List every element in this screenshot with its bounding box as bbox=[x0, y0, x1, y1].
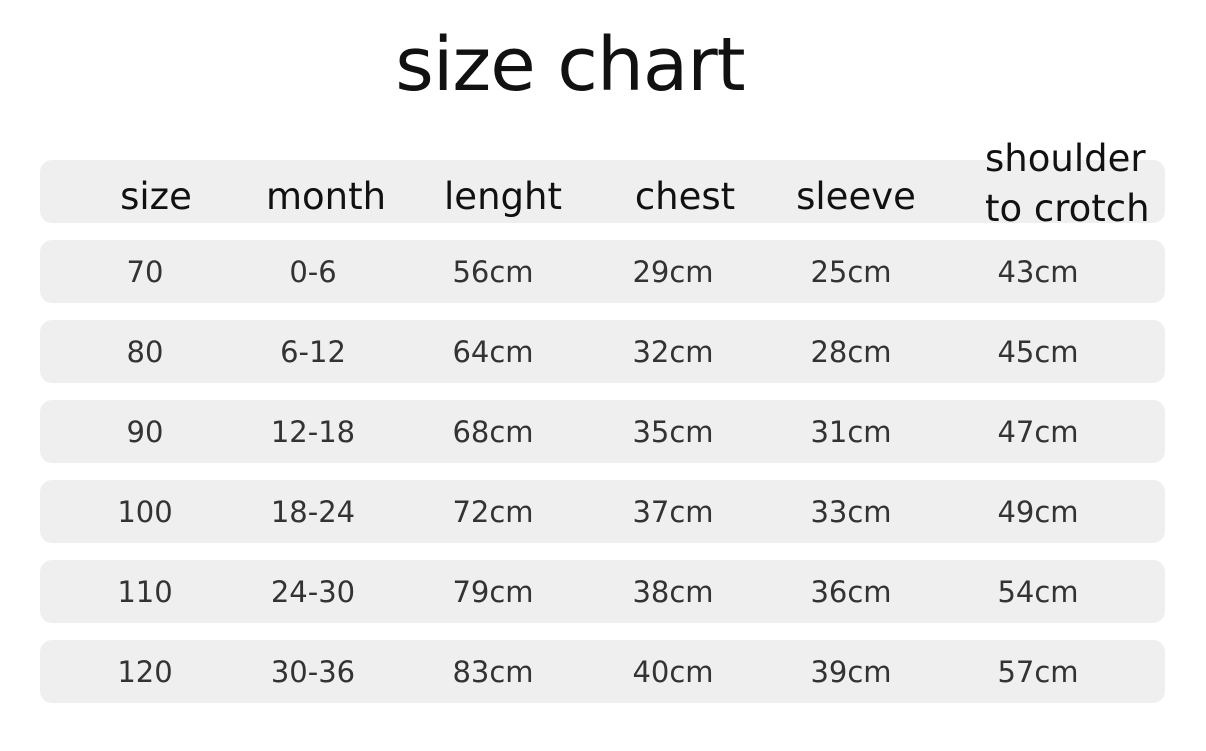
cell-length: 79cm bbox=[452, 575, 534, 609]
cell-sleeve: 39cm bbox=[810, 655, 892, 689]
cell-month: 12-18 bbox=[270, 415, 356, 449]
header-sleeve: sleeve bbox=[796, 175, 916, 218]
cell-length: 56cm bbox=[452, 255, 534, 289]
header-chest: chest bbox=[634, 175, 736, 218]
cell-length: 83cm bbox=[452, 655, 534, 689]
cell-sleeve: 33cm bbox=[810, 495, 892, 529]
cell-chest: 37cm bbox=[632, 495, 714, 529]
cell-length: 64cm bbox=[452, 335, 534, 369]
cell-chest: 35cm bbox=[632, 415, 714, 449]
cell-chest: 38cm bbox=[632, 575, 714, 609]
cell-month: 30-36 bbox=[270, 655, 356, 689]
header-shoulder-line2: to crotch bbox=[985, 187, 1150, 230]
cell-size: 90 bbox=[126, 415, 164, 449]
cell-shoulder-to-crotch: 45cm bbox=[997, 335, 1079, 369]
header-length: lenght bbox=[444, 175, 562, 218]
cell-size: 100 bbox=[117, 495, 173, 529]
cell-month: 6-12 bbox=[280, 335, 346, 369]
table-row: 80 6-12 64cm 32cm 28cm 45cm bbox=[40, 320, 1165, 383]
cell-shoulder-to-crotch: 47cm bbox=[997, 415, 1079, 449]
cell-length: 68cm bbox=[452, 415, 534, 449]
header-shoulder-line1: shoulder bbox=[985, 137, 1146, 180]
cell-month: 0-6 bbox=[289, 255, 337, 289]
table-row: 110 24-30 79cm 38cm 36cm 54cm bbox=[40, 560, 1165, 623]
table-row: 70 0-6 56cm 29cm 25cm 43cm bbox=[40, 240, 1165, 303]
cell-shoulder-to-crotch: 54cm bbox=[997, 575, 1079, 609]
cell-chest: 32cm bbox=[632, 335, 714, 369]
header-shoulder-to-crotch: shoulder to crotch bbox=[985, 134, 1150, 234]
page-title: size chart bbox=[395, 22, 745, 108]
header-size: size bbox=[120, 175, 192, 218]
cell-size: 80 bbox=[126, 335, 164, 369]
cell-size: 120 bbox=[117, 655, 173, 689]
cell-size: 110 bbox=[117, 575, 173, 609]
cell-month: 18-24 bbox=[270, 495, 356, 529]
table-row: 90 12-18 68cm 35cm 31cm 47cm bbox=[40, 400, 1165, 463]
table-row: 120 30-36 83cm 40cm 39cm 57cm bbox=[40, 640, 1165, 703]
table-row: 100 18-24 72cm 37cm 33cm 49cm bbox=[40, 480, 1165, 543]
header-month: month bbox=[265, 175, 387, 218]
cell-shoulder-to-crotch: 57cm bbox=[997, 655, 1079, 689]
cell-chest: 40cm bbox=[632, 655, 714, 689]
cell-sleeve: 25cm bbox=[810, 255, 892, 289]
cell-month: 24-30 bbox=[270, 575, 356, 609]
cell-shoulder-to-crotch: 43cm bbox=[997, 255, 1079, 289]
cell-size: 70 bbox=[126, 255, 164, 289]
table-header: size month lenght chest sleeve bbox=[40, 160, 1165, 223]
cell-sleeve: 28cm bbox=[810, 335, 892, 369]
cell-length: 72cm bbox=[452, 495, 534, 529]
cell-sleeve: 31cm bbox=[810, 415, 892, 449]
cell-shoulder-to-crotch: 49cm bbox=[997, 495, 1079, 529]
cell-chest: 29cm bbox=[632, 255, 714, 289]
cell-sleeve: 36cm bbox=[810, 575, 892, 609]
